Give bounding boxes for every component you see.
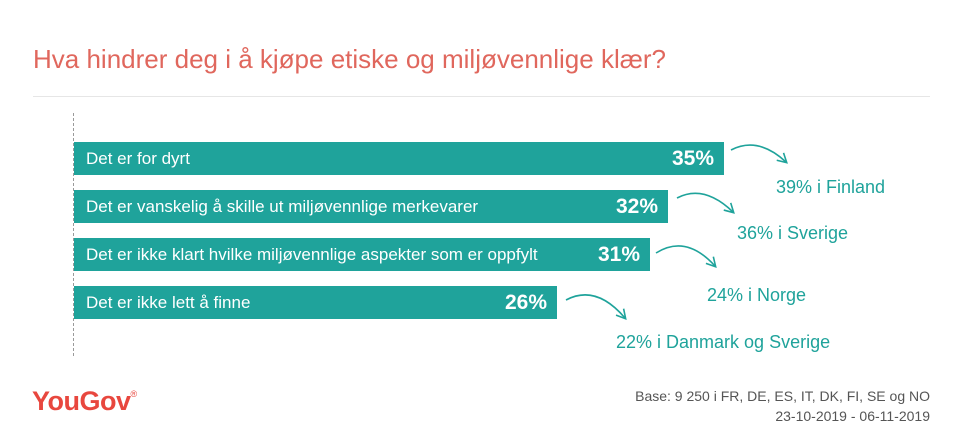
bar-2: Det er vanskelig å skille ut miljøvennli… <box>74 190 668 223</box>
logo-text: YouGov <box>32 386 131 416</box>
arrow-3 <box>655 245 717 268</box>
bar-2-value: 32% <box>615 195 658 218</box>
title-divider <box>33 96 930 97</box>
bar-4-label: Det er ikke lett å finne <box>86 293 251 312</box>
base-line-2: 23-10-2019 - 06-11-2019 <box>775 408 930 424</box>
bar-3: Det er ikke klart hvilke miljøvennlige a… <box>74 238 650 271</box>
bar-3-value: 31% <box>597 243 640 266</box>
logo-registered-mark: ® <box>130 389 138 399</box>
bar-3-label: Det er ikke klart hvilke miljøvennlige a… <box>86 245 538 264</box>
bar-2-label: Det er vanskelig å skille ut miljøvennli… <box>86 197 479 216</box>
bar-4-value: 26% <box>504 291 547 314</box>
annotation-1: 39% i Finland <box>776 177 886 197</box>
arrow-2 <box>676 192 735 214</box>
annotation-3: 24% i Norge <box>707 285 807 305</box>
bar-1-value: 35% <box>671 147 714 170</box>
arrow-4 <box>565 294 627 321</box>
chart-title: Hva hindrer deg i å kjøpe etiske og milj… <box>33 44 666 74</box>
yougov-logo: YouGov® <box>32 386 137 417</box>
base-note: Base: 9 250 i FR, DE, ES, IT, DK, FI, SE… <box>635 386 930 426</box>
base-line-1: Base: 9 250 i FR, DE, ES, IT, DK, FI, SE… <box>635 388 930 404</box>
bar-1: Det er for dyrt 35% <box>74 142 724 175</box>
annotation-4: 22% i Danmark og Sverige <box>616 332 831 352</box>
bar-1-label: Det er for dyrt <box>86 149 190 168</box>
bar-4: Det er ikke lett å finne 26% <box>74 286 557 319</box>
annotation-2: 36% i Sverige <box>737 223 849 243</box>
axis-baseline <box>73 113 74 356</box>
arrow-1 <box>730 144 788 164</box>
